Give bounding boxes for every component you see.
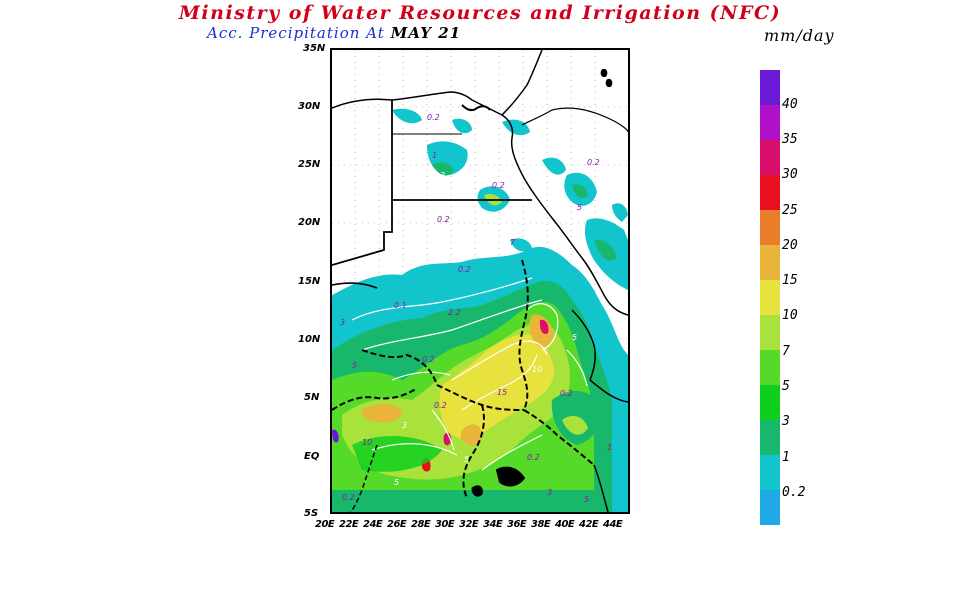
lat-label: 5S [304, 508, 319, 519]
colorbar-label: 10 [782, 308, 798, 323]
lat-label: 15N [298, 276, 321, 287]
colorbar-segment [760, 315, 780, 350]
contour-label: 1 [607, 443, 612, 452]
contour-label: 0.2 [434, 401, 447, 410]
contour-label: 2.2 [448, 308, 461, 317]
map-canvas: 0.2 1 3 0.2 5 0.2 0.2 7 0.2 2.2 0.1 3 5 … [332, 50, 628, 512]
contour-label: 0.2 [458, 265, 471, 274]
lon-label: 38E [531, 519, 551, 530]
precip-field-north [392, 108, 628, 222]
colorbar-segment [760, 70, 780, 105]
lon-label: 40E [555, 519, 575, 530]
contour-label: 10 [532, 365, 542, 374]
colorbar-label: 30 [782, 167, 798, 182]
lat-label: 25N [298, 159, 321, 170]
units-label: mm/day [764, 26, 835, 45]
colorbar-label: 35 [782, 132, 798, 147]
colorbar-segment [760, 175, 780, 210]
lon-label: 20E [315, 519, 335, 530]
colorbar-segment [760, 210, 780, 245]
colorbar-label: 1 [782, 450, 790, 465]
colorbar-segment [760, 350, 780, 385]
lon-label: 26E [387, 519, 407, 530]
lon-label: 24E [363, 519, 383, 530]
contour-label: 5 [584, 495, 589, 504]
map-title: Ministry of Water Resources and Irrigati… [178, 2, 782, 24]
contour-label: 0.2 [422, 355, 435, 364]
lat-label: 10N [298, 334, 321, 345]
contour-label: 0.2 [437, 215, 450, 224]
subtitle-label: Acc. Precipitation At [207, 24, 385, 42]
colorbar-segment [760, 490, 780, 525]
lon-label: 32E [459, 519, 479, 530]
lon-label: 44E [603, 519, 623, 530]
contour-label: 0.2 [560, 389, 573, 398]
contour-label: 0.2 [427, 113, 440, 122]
contour-label: 5 [464, 455, 469, 464]
contour-label: 5 [572, 333, 577, 342]
colorbar-segment [760, 420, 780, 455]
contour-label: 0.2 [587, 158, 600, 167]
contour-label: 0.2 [527, 453, 540, 462]
lon-label: 36E [507, 519, 527, 530]
colorbar-label: 3 [782, 414, 790, 429]
contour-label: 5 [352, 361, 357, 370]
contour-label: 5 [394, 478, 399, 487]
colorbar-label: 5 [782, 379, 790, 394]
contour-label: 15 [497, 388, 507, 397]
lat-label: 30N [298, 101, 321, 112]
colorbar-label: 15 [782, 273, 798, 288]
colorbar-segment [760, 105, 780, 140]
map-subtitle: Acc. Precipitation At MAY 21 [207, 24, 461, 42]
colorbar-label: 0.2 [782, 485, 806, 500]
colorbar-segment [760, 140, 780, 175]
lat-label: EQ [304, 451, 320, 462]
colorbar [760, 70, 780, 525]
contour-label: 0.2 [342, 493, 355, 502]
colorbar-label: 20 [782, 238, 798, 253]
subtitle-date: MAY 21 [390, 24, 462, 42]
colorbar-label: 7 [782, 344, 790, 359]
contour-label: 3 [402, 421, 407, 430]
colorbar-label: 40 [782, 97, 798, 112]
lat-label: 35N [303, 43, 326, 54]
lon-label: 34E [483, 519, 503, 530]
colorbar-segment [760, 280, 780, 315]
precipitation-map: 0.2 1 3 0.2 5 0.2 0.2 7 0.2 2.2 0.1 3 5 … [330, 48, 630, 514]
contour-label: 5 [577, 203, 582, 212]
lat-label: 5N [304, 392, 320, 403]
contour-label: 3 [440, 171, 445, 180]
colorbar-segment [760, 245, 780, 280]
precip-field-south [332, 218, 628, 512]
lon-label: 22E [339, 519, 359, 530]
lon-label: 28E [411, 519, 431, 530]
colorbar-label: 25 [782, 203, 798, 218]
contour-label: 3 [547, 488, 552, 497]
lon-label: 30E [435, 519, 455, 530]
contour-label: 0.2 [492, 181, 505, 190]
lat-label: 20N [298, 217, 321, 228]
contour-label-group: 0.2 1 3 0.2 5 0.2 0.2 7 0.2 2.2 0.1 3 5 … [340, 113, 612, 504]
contour-label: 3 [340, 318, 345, 327]
boundaries [332, 50, 628, 512]
contour-label: 1 [432, 151, 437, 160]
contour-label: 0.1 [394, 301, 407, 310]
lon-label: 42E [579, 519, 599, 530]
contour-label: 10 [362, 438, 372, 447]
colorbar-segment [760, 455, 780, 490]
colorbar-segment [760, 385, 780, 420]
contour-label: 7 [510, 238, 516, 247]
